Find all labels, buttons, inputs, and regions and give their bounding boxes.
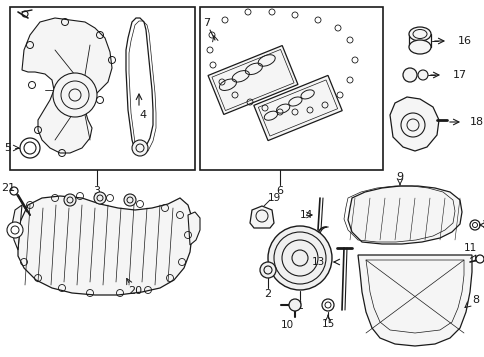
Circle shape	[10, 187, 18, 195]
Circle shape	[469, 220, 479, 230]
Text: 21: 21	[1, 183, 15, 193]
Text: 3: 3	[93, 186, 100, 196]
Text: 5: 5	[4, 143, 12, 153]
Text: 16: 16	[457, 36, 471, 46]
Polygon shape	[357, 255, 471, 346]
Ellipse shape	[408, 27, 430, 41]
Polygon shape	[253, 75, 342, 141]
Circle shape	[94, 192, 106, 204]
Circle shape	[417, 70, 427, 80]
Circle shape	[64, 194, 76, 206]
Text: 15: 15	[321, 319, 334, 329]
Polygon shape	[389, 97, 438, 151]
Text: 13: 13	[311, 257, 324, 267]
Text: 19: 19	[267, 193, 280, 203]
Polygon shape	[348, 186, 461, 244]
Circle shape	[268, 226, 332, 290]
Text: 2: 2	[264, 289, 271, 299]
Circle shape	[53, 73, 97, 117]
Polygon shape	[249, 206, 273, 228]
Polygon shape	[22, 18, 112, 153]
Text: 8: 8	[471, 295, 478, 305]
Circle shape	[132, 140, 148, 156]
Text: 6: 6	[276, 186, 283, 196]
Bar	[10, 7, 195, 170]
Circle shape	[402, 68, 416, 82]
Text: 1: 1	[296, 301, 303, 311]
Circle shape	[475, 255, 483, 263]
Text: 17: 17	[452, 70, 466, 80]
Polygon shape	[18, 196, 192, 295]
Polygon shape	[188, 212, 199, 245]
Bar	[199, 7, 382, 170]
Circle shape	[7, 222, 23, 238]
Text: 9: 9	[395, 172, 403, 182]
Circle shape	[124, 194, 136, 206]
Circle shape	[20, 138, 40, 158]
Text: 14: 14	[299, 210, 312, 220]
Text: 7: 7	[203, 18, 210, 28]
Text: 4: 4	[139, 110, 146, 120]
Text: 20: 20	[128, 286, 142, 296]
Ellipse shape	[408, 40, 430, 54]
Text: 12: 12	[481, 220, 484, 230]
Circle shape	[288, 299, 301, 311]
Text: 10: 10	[280, 320, 293, 330]
Polygon shape	[208, 46, 297, 115]
Polygon shape	[12, 205, 22, 250]
Text: 11: 11	[462, 243, 476, 253]
Circle shape	[321, 299, 333, 311]
Text: 18: 18	[469, 117, 483, 127]
Circle shape	[259, 262, 275, 278]
